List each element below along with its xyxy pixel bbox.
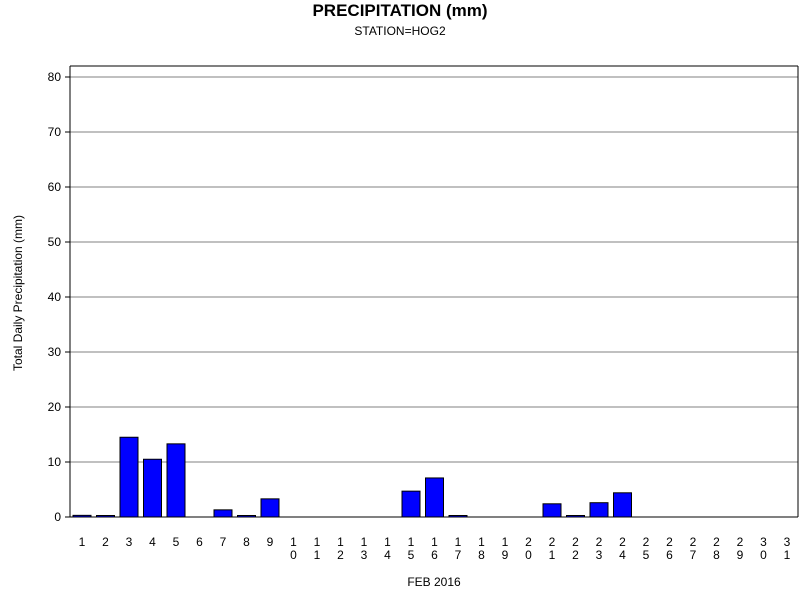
bar (542, 503, 562, 518)
x-ticks: 1 2 3 4 5 6 7 8 9 1 01 11 21 31 41 51 61 71 81 92 02 12 22 32 42… (79, 535, 791, 562)
x-tick-label: 6 (196, 535, 203, 549)
chart-title: PRECIPITATION (mm) (312, 1, 488, 20)
x-tick-label: 9 (267, 535, 274, 549)
bar (425, 477, 444, 518)
bars (72, 436, 632, 518)
y-tick-label: 80 (48, 70, 62, 84)
bar (613, 492, 632, 518)
bar (166, 443, 186, 518)
y-tick-label: 10 (48, 455, 62, 469)
axes (69, 65, 799, 518)
y-tick-label: 0 (54, 510, 61, 524)
y-tick-label: 50 (48, 235, 62, 249)
y-ticks: 0 10 20 30 40 50 60 70 80 (48, 70, 70, 524)
grid-lines (70, 76, 798, 463)
bar (143, 458, 162, 518)
y-tick-label: 70 (48, 125, 62, 139)
y-tick-label: 40 (48, 290, 62, 304)
bar (213, 509, 233, 518)
y-axis-label: Total Daily Precipitation (mm) (11, 215, 25, 371)
x-tick-label: 2 (102, 535, 109, 549)
x-tick-label: 7 (220, 535, 227, 549)
chart-subtitle: STATION=HOG2 (354, 24, 446, 38)
x-tick-label: 3 (126, 535, 133, 549)
x-tick-label: 5 (173, 535, 180, 549)
bar (119, 436, 139, 518)
x-tick-label: 4 (149, 535, 156, 549)
x-axis-label: FEB 2016 (407, 575, 461, 589)
y-tick-label: 60 (48, 180, 62, 194)
x-tick-label: 1 (79, 535, 86, 549)
bar (401, 490, 421, 518)
x-tick-label: 8 (243, 535, 250, 549)
bar (589, 502, 609, 518)
bar (260, 498, 280, 518)
y-tick-label: 30 (48, 345, 62, 359)
y-tick-label: 20 (48, 400, 62, 414)
